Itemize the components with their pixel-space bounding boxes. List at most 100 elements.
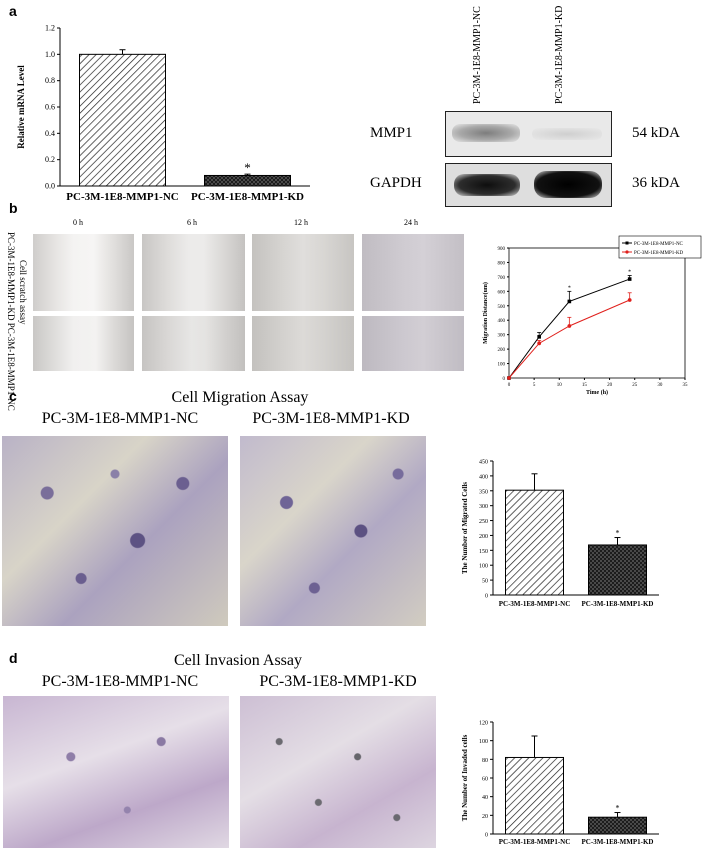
scratch-image-nc-6h	[142, 234, 245, 311]
band-gapdh-kd	[534, 171, 602, 198]
y-tick-label: 1.2	[45, 24, 55, 33]
scratch-image-kd-12h	[252, 316, 354, 371]
data-point	[507, 376, 511, 380]
y-tick-label: 0.6	[45, 103, 55, 112]
data-point	[627, 277, 632, 281]
y-tick-label: 400	[479, 474, 488, 480]
x-tick-label: 5	[533, 383, 536, 388]
data-point	[567, 324, 572, 328]
y-axis-label: Relative mRNA Level	[16, 65, 26, 149]
y-tick-label: 800	[498, 261, 506, 266]
migration-distance-line-chart: 0 100 200 300 400 500 600 700 800 900 0 5 10 15 20 25 30…	[482, 235, 702, 396]
y-axis-label: Migration Distance(um)	[482, 282, 489, 344]
category-label: PC-3M-1E8-MMP1-NC	[499, 838, 571, 846]
data-point	[537, 341, 542, 346]
y-tick-label: 300	[479, 504, 488, 510]
bar	[505, 756, 564, 835]
bar	[505, 489, 564, 596]
time-label-0: 0 h	[73, 218, 83, 227]
x-tick-label: 15	[582, 383, 588, 388]
y-tick-label: 250	[479, 519, 488, 525]
significance-star: *	[616, 529, 620, 538]
x-tick-label: 30	[657, 383, 663, 388]
invasion-image-nc	[3, 696, 229, 848]
series-line	[508, 299, 630, 379]
time-label-6: 6 h	[187, 218, 197, 227]
protein-label-gapdh: GAPDH	[370, 175, 422, 191]
invaded-cells-bar-chart: 0 20 40 60 80 100 120 The Number of Invaded cel…	[461, 721, 659, 846]
time-label-24: 24 h	[404, 218, 418, 227]
y-tick-label: 80	[482, 758, 488, 764]
legend-label: PC-3M-1E8-MMP1-KD	[634, 251, 684, 256]
y-tick-label: 0	[485, 594, 488, 600]
band-gapdh-nc	[454, 174, 520, 196]
category-label: PC-3M-1E8-MMP1-KD	[191, 191, 304, 203]
panel-letter-c: c	[9, 388, 17, 404]
y-tick-label: 20	[482, 814, 488, 820]
y-tick-label: 150	[479, 549, 488, 555]
y-tick-label: 700	[498, 276, 506, 281]
legend-marker	[625, 241, 629, 245]
mrna-bar-chart: 0.0 0.2 0.4 0.6 0.8 1.0 1.2 Relative mRNA Level…	[16, 24, 310, 203]
significance-star: *	[244, 160, 251, 175]
y-tick-label: 0	[503, 377, 506, 382]
y-tick-label: 200	[479, 534, 488, 540]
legend-box	[618, 235, 702, 259]
y-tick-label: 350	[479, 489, 488, 495]
y-tick-label: 100	[479, 739, 488, 745]
migrated-cells-bar-chart: 0 50 100 150 200 250 300 350 400 450 The Number of…	[461, 460, 659, 608]
y-tick-label: 0.2	[45, 155, 55, 164]
invasion-condition-kd: PC-3M-1E8-MMP1-KD	[259, 673, 417, 690]
y-tick-label: 100	[479, 564, 488, 570]
bar	[588, 816, 647, 835]
band-mmp1-nc	[452, 124, 520, 142]
y-axis-label: The Number of Migrated Cells	[461, 482, 469, 574]
scratch-image-nc-24h	[362, 234, 464, 311]
y-tick-label: 300	[498, 334, 506, 339]
y-tick-label: 60	[482, 777, 488, 783]
panel-letter-b: b	[9, 200, 18, 216]
lane-label-nc: PC-3M-1E8-MMP1-NC	[472, 6, 483, 104]
y-tick-label: 0	[485, 833, 488, 839]
bar	[204, 174, 291, 187]
y-tick-label: 0.8	[45, 76, 55, 85]
category-label: PC-3M-1E8-MMP1-KD	[582, 600, 654, 608]
blot-band-gapdh	[445, 163, 612, 207]
scratch-image-kd-0h	[33, 316, 134, 371]
y-tick-label: 1.0	[45, 50, 55, 59]
y-tick-label: 50	[482, 579, 488, 585]
migration-condition-kd: PC-3M-1E8-MMP1-KD	[252, 410, 410, 427]
band-mmp1-kd	[532, 128, 602, 140]
migration-title: Cell Migration Assay	[171, 389, 309, 406]
category-label: PC-3M-1E8-MMP1-KD	[582, 838, 654, 846]
size-label-gapdh: 36 kDA	[632, 175, 680, 191]
x-tick-label: 0	[508, 383, 511, 388]
migration-image-kd	[240, 436, 426, 626]
x-axis-label: Time (h)	[586, 389, 608, 396]
data-point	[567, 299, 572, 304]
plot-frame	[508, 247, 686, 379]
scratch-image-kd-24h	[362, 316, 464, 371]
y-tick-label: 600	[498, 290, 506, 295]
significance-star: *	[568, 285, 571, 291]
legend-label: PC-3M-1E8-MMP1-NC	[634, 242, 684, 247]
invasion-title: Cell Invasion Assay	[174, 652, 302, 669]
protein-label-mmp1: MMP1	[370, 125, 413, 141]
significance-star: *	[628, 269, 631, 275]
size-label-mmp1: 54 kDA	[632, 125, 680, 141]
data-point	[627, 298, 632, 302]
category-label: PC-3M-1E8-MMP1-NC	[499, 600, 571, 608]
bar	[79, 53, 166, 187]
y-tick-label: 400	[498, 319, 506, 324]
panel-letter-d: d	[9, 650, 18, 666]
scratch-image-kd-6h	[142, 316, 245, 371]
lane-label-kd: PC-3M-1E8-MMP1-KD	[554, 5, 565, 104]
y-axis-label: The Number of Invaded cells	[461, 734, 469, 821]
series-line	[508, 278, 630, 379]
y-tick-label: 120	[479, 721, 488, 727]
legend: PC-3M-1E8-MMP1-NC PC-3M-1E8-MMP1-KD	[618, 235, 702, 259]
migration-condition-nc: PC-3M-1E8-MMP1-NC	[41, 410, 199, 427]
x-tick-label: 10	[557, 383, 563, 388]
data-point	[537, 335, 541, 339]
scratch-image-nc-0h	[33, 234, 134, 311]
